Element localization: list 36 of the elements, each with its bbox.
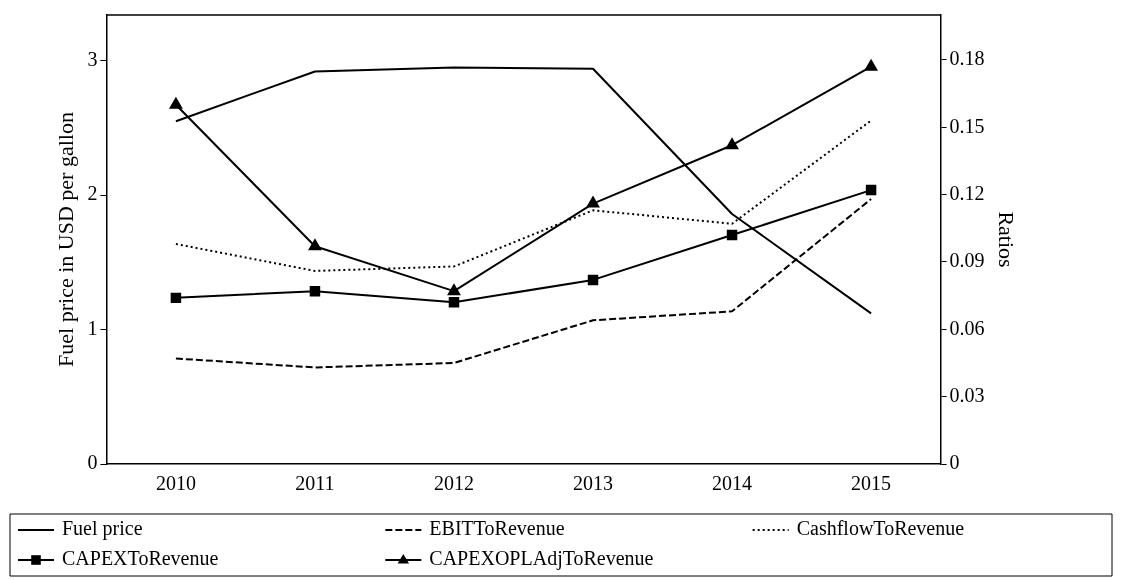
y2-tick-label: 0.03 xyxy=(949,383,985,406)
point xyxy=(725,138,739,150)
legend-label: CAPEXToRevenue xyxy=(62,547,219,570)
point xyxy=(169,97,183,109)
x-tick-label: 2015 xyxy=(851,472,892,495)
point xyxy=(309,285,321,297)
point xyxy=(586,196,600,208)
x-tick-label: 2012 xyxy=(433,472,474,495)
point xyxy=(587,274,599,286)
y2-tick-label: 0.09 xyxy=(949,249,985,272)
y2-tick-label: 0.15 xyxy=(949,114,985,137)
point xyxy=(865,184,877,196)
x-tick-label: 2013 xyxy=(573,472,614,495)
y2-tick-label: 0.06 xyxy=(949,316,985,339)
legend-label: Fuel price xyxy=(62,517,143,541)
legend-label: EBITToRevenue xyxy=(429,517,565,540)
x-tick-label: 2010 xyxy=(155,472,196,495)
point xyxy=(308,239,322,251)
point xyxy=(170,292,182,304)
point xyxy=(447,284,461,296)
point xyxy=(448,297,460,308)
legend-label: CAPEXOPLAdjToRevenue xyxy=(429,547,654,571)
y-tick-label: 3 xyxy=(87,47,98,70)
legend-label: CashflowToRevenue xyxy=(796,517,965,540)
x-tick-label: 2014 xyxy=(712,472,753,495)
y2-tick-label: 0.12 xyxy=(949,181,985,204)
y2-axis-title: Ratios xyxy=(994,211,1020,268)
y-axis-title: Fuel price in USD per gallon xyxy=(52,112,78,367)
y2-tick-label: 0 xyxy=(949,451,960,474)
y-tick-label: 0 xyxy=(87,451,98,474)
y2-tick-label: 0.18 xyxy=(949,47,985,70)
x-tick-label: 2011 xyxy=(295,472,335,495)
point xyxy=(864,59,878,71)
point xyxy=(726,229,738,241)
y-tick-label: 1 xyxy=(87,316,98,339)
y-tick-label: 2 xyxy=(87,182,98,205)
